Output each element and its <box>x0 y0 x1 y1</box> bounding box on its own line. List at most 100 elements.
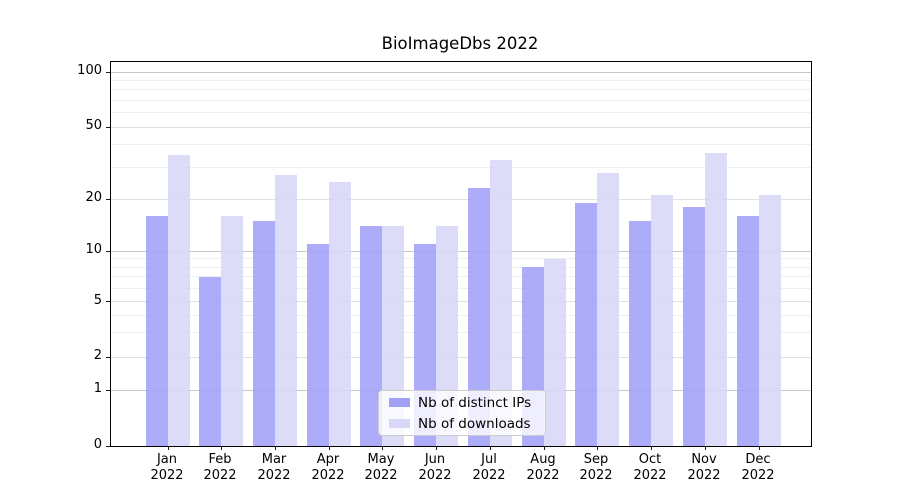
bar-downloads <box>543 258 566 446</box>
x-label-year: 2022 <box>687 468 721 483</box>
gridline <box>111 199 811 200</box>
gridline <box>111 301 811 302</box>
chart-title: BioImageDbs 2022 <box>381 34 539 53</box>
x-label-year: 2022 <box>203 468 237 483</box>
bar-downloads <box>704 152 727 446</box>
x-label-month: Jun <box>424 452 446 467</box>
x-tick-label: May 2022 <box>349 452 413 484</box>
bar-downloads <box>758 195 781 446</box>
bar-downloads <box>275 175 297 446</box>
bar-downloads <box>489 159 512 446</box>
x-tick-label: Jun 2022 <box>403 452 467 484</box>
bar-distinct-ips <box>253 220 275 446</box>
x-tick-label: Feb 2022 <box>188 452 252 484</box>
x-tick-mark <box>382 446 384 450</box>
legend-label-distinct-ips: Nb of distinct IPs <box>418 394 532 411</box>
x-label-month: Nov <box>691 452 717 467</box>
x-label-year: 2022 <box>257 468 291 483</box>
x-tick-label: Jul 2022 <box>457 452 521 484</box>
x-label-month: Aug <box>530 452 556 467</box>
bar-downloads <box>651 195 674 446</box>
x-label-year: 2022 <box>741 468 775 483</box>
bar-distinct-ips <box>736 215 759 446</box>
x-label-year: 2022 <box>579 468 613 483</box>
x-label-year: 2022 <box>418 468 452 483</box>
x-tick-label: Mar 2022 <box>242 452 306 484</box>
y-tick-label: 5 <box>93 293 102 308</box>
legend-entry-distinct-ips: Nb of distinct IPs <box>379 394 545 412</box>
x-label-year: 2022 <box>311 468 345 483</box>
bar-distinct-ips <box>306 243 329 446</box>
x-tick-label: Aug 2022 <box>511 452 575 484</box>
bar-distinct-ips <box>145 215 168 446</box>
bar-downloads <box>221 215 244 446</box>
y-tick-label: 100 <box>77 63 102 78</box>
gridline-minor <box>111 112 811 113</box>
y-tick-mark <box>106 390 110 391</box>
x-label-month: Jan <box>156 452 178 467</box>
x-label-month: Dec <box>745 452 771 467</box>
y-tick-mark <box>106 72 110 73</box>
plot-area: Nb of distinct IPs Nb of downloads <box>106 61 812 450</box>
gridline-minor <box>111 89 811 90</box>
gridline-minor <box>111 315 811 316</box>
y-tick-mark <box>106 199 110 200</box>
x-tick-label: Sep 2022 <box>564 452 628 484</box>
x-label-month: Oct <box>638 452 662 467</box>
x-label-year: 2022 <box>364 468 398 483</box>
bar-downloads <box>597 172 620 446</box>
y-tick-mark <box>106 127 110 128</box>
gridline <box>111 357 811 358</box>
x-tick-mark <box>704 446 706 450</box>
bar-distinct-ips <box>629 220 652 446</box>
x-label-year: 2022 <box>150 468 184 483</box>
y-tick-label: 1 <box>93 381 102 396</box>
x-label-month: Feb <box>208 452 232 467</box>
gridline-minor <box>111 80 811 81</box>
bar-downloads <box>328 181 351 446</box>
x-tick-mark <box>758 446 760 450</box>
x-tick-mark <box>275 446 276 450</box>
y-tick-mark <box>106 251 110 252</box>
bar-distinct-ips <box>575 202 598 446</box>
gridline-minor <box>111 100 811 101</box>
y-tick-label: 2 <box>93 348 102 363</box>
gridline-minor <box>111 144 811 145</box>
x-tick-label: Jan 2022 <box>135 452 199 484</box>
legend-swatch-distinct-ips <box>389 398 410 407</box>
x-label-year: 2022 <box>633 468 667 483</box>
x-label-month: Apr <box>316 452 340 467</box>
gridline-minor <box>111 258 811 259</box>
x-tick-label: Nov 2022 <box>672 452 736 484</box>
bar-distinct-ips <box>467 188 490 446</box>
x-tick-mark <box>221 446 223 450</box>
bar-distinct-ips <box>682 206 705 446</box>
x-tick-label: Dec 2022 <box>726 452 790 484</box>
x-label-month: Jul <box>481 452 497 467</box>
y-tick-label: 20 <box>85 190 102 205</box>
x-label-year: 2022 <box>472 468 506 483</box>
x-tick-mark <box>436 446 438 450</box>
gridline-minor <box>111 288 811 289</box>
legend-swatch-downloads <box>389 419 410 428</box>
legend: Nb of distinct IPs Nb of downloads <box>378 390 546 436</box>
x-tick-label: Oct 2022 <box>618 452 682 484</box>
y-tick-label: 0 <box>93 437 102 452</box>
x-label-month: May <box>367 452 395 467</box>
x-tick-mark <box>651 446 653 450</box>
x-tick-label: Apr 2022 <box>296 452 360 484</box>
bar-downloads <box>167 155 190 446</box>
x-label-month: Mar <box>261 452 287 467</box>
gridline-decade <box>111 251 811 252</box>
gridline-decade <box>111 72 811 73</box>
legend-label-downloads: Nb of downloads <box>418 415 531 432</box>
x-tick-mark <box>543 446 545 450</box>
gridline-minor <box>111 167 811 168</box>
gridline <box>111 127 811 128</box>
x-tick-mark <box>489 446 491 450</box>
y-tick-mark <box>106 301 110 302</box>
legend-entry-downloads: Nb of downloads <box>379 415 545 433</box>
x-tick-mark <box>328 446 330 450</box>
y-tick-label: 10 <box>85 242 102 257</box>
